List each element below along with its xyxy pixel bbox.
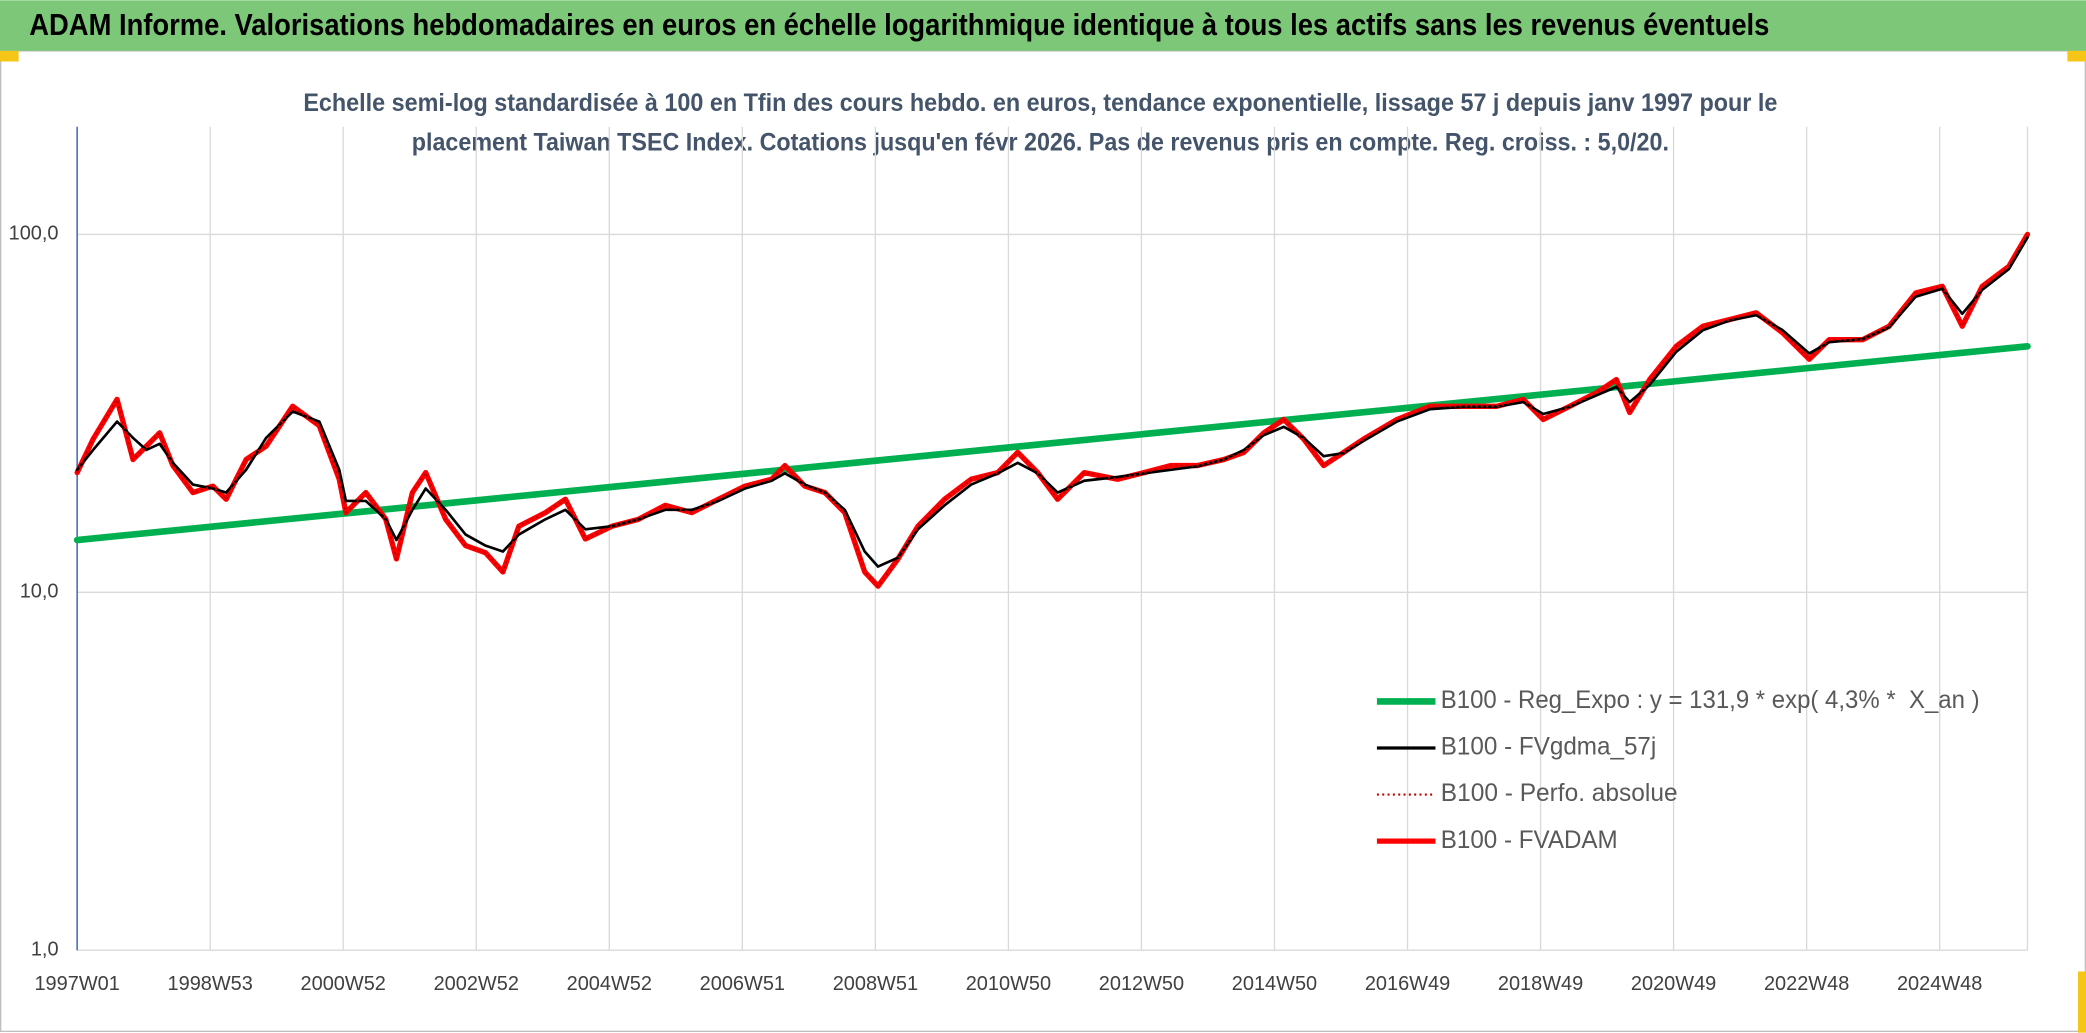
plot-area <box>73 231 2031 589</box>
chart-subtitle: placement Taiwan TSEC Index. Cotations j… <box>412 129 1669 157</box>
x-tick-label: 2024W48 <box>1897 973 1982 995</box>
x-tick-label: 2002W52 <box>434 973 519 995</box>
corner-marker <box>0 50 19 62</box>
series-line <box>76 233 2029 588</box>
legend-label: B100 - FVgdma_57j <box>1441 733 1657 761</box>
x-tick-label: 2022W48 <box>1764 973 1849 995</box>
grid: 1997W01 1998W53 2000W52 2002W52 2004W52 2006W… <box>9 126 2029 995</box>
header-band <box>0 0 2086 51</box>
x-tick-label: 2018W49 <box>1498 973 1583 995</box>
x-tick-label: 2016W49 <box>1365 973 1450 995</box>
x-tick-label: 1997W01 <box>34 973 119 995</box>
legend-label: B100 - FVADAM <box>1441 826 1618 854</box>
corner-marker <box>2067 50 2086 62</box>
series-line <box>73 342 2031 544</box>
chart-subtitle: Echelle semi-log standardisée à 100 en T… <box>303 89 1777 117</box>
chart-title: ADAM Informe. Valorisations hebdomadaire… <box>29 8 1769 42</box>
x-tick-label: 2004W52 <box>567 973 652 995</box>
corner-marker <box>2078 971 2086 1033</box>
x-tick-label: 2020W49 <box>1631 973 1716 995</box>
x-tick-label: 2010W50 <box>966 973 1051 995</box>
x-tick-label: 2014W50 <box>1232 973 1317 995</box>
x-tick-label: 2006W51 <box>700 973 785 995</box>
legend: B100 - Reg_Expo : y = 131,9 * exp( 4,3% … <box>1376 686 1980 854</box>
y-tick-label: 10,0 <box>20 581 59 603</box>
x-tick-label: 2000W52 <box>301 973 386 995</box>
x-tick-label: 2012W50 <box>1099 973 1184 995</box>
x-tick-label: 2008W51 <box>833 973 918 995</box>
series-line <box>75 236 2029 568</box>
x-tick-label: 1998W53 <box>168 973 253 995</box>
legend-label: B100 - Perfo. absolue <box>1441 779 1678 807</box>
y-tick-label: 1,0 <box>31 938 59 960</box>
y-tick-label: 100,0 <box>9 223 59 245</box>
legend-label: B100 - Reg_Expo : y = 131,9 * exp( 4,3% … <box>1441 686 1980 714</box>
